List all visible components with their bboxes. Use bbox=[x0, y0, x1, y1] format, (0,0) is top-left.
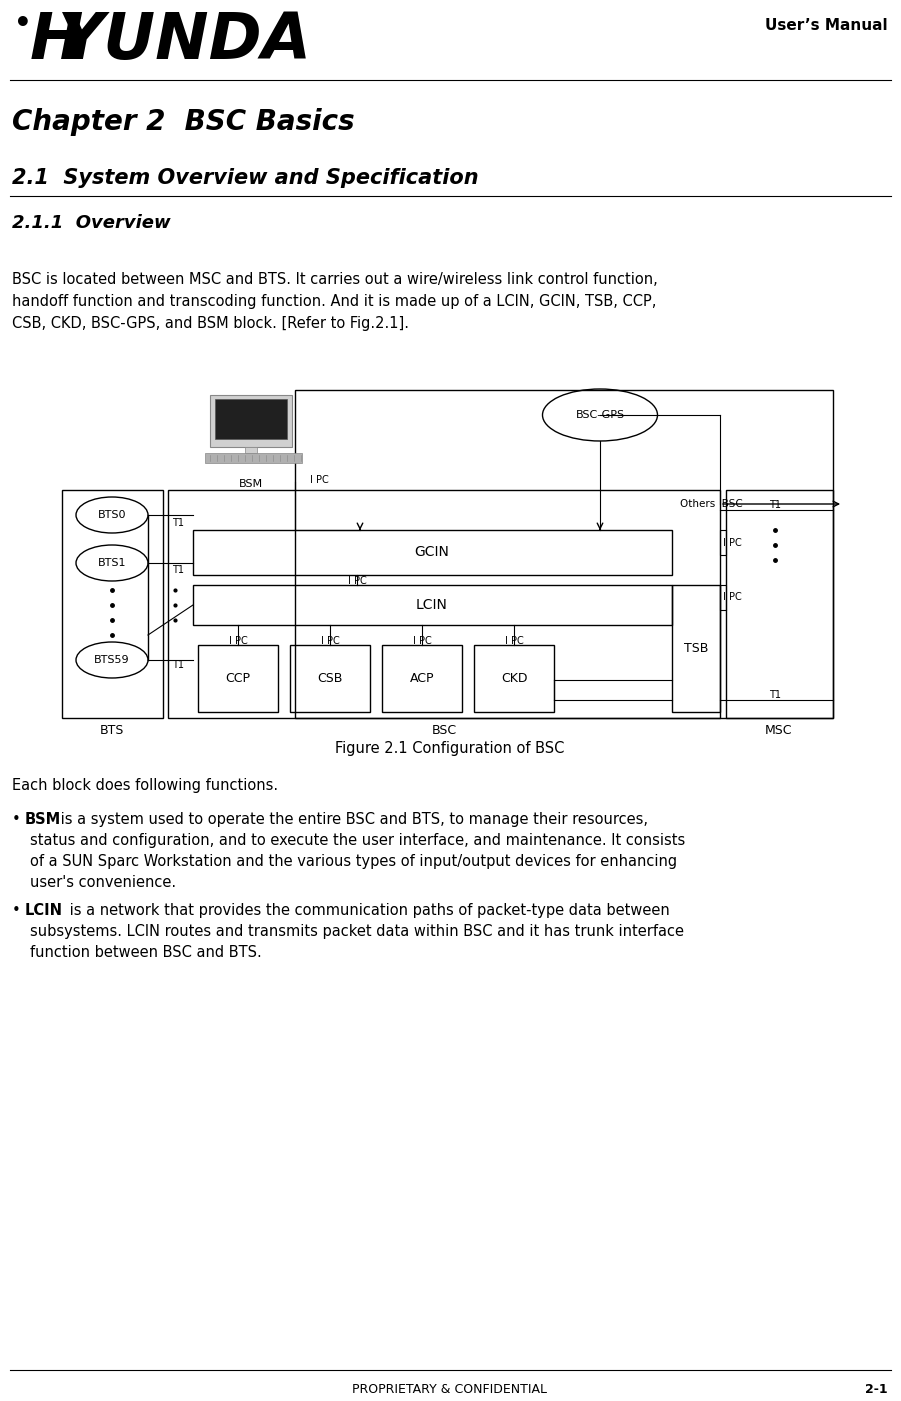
Bar bbox=[168, 490, 720, 717]
Text: 2.1  System Overview and Specification: 2.1 System Overview and Specification bbox=[12, 168, 478, 188]
Text: BSC-GPS: BSC-GPS bbox=[576, 410, 624, 420]
Bar bbox=[198, 644, 278, 712]
Text: I PC: I PC bbox=[723, 593, 742, 602]
Bar bbox=[215, 399, 287, 439]
Bar bbox=[62, 490, 163, 717]
Text: CKD: CKD bbox=[501, 671, 527, 685]
Text: YUNDA: YUNDA bbox=[58, 10, 312, 71]
Text: I PC: I PC bbox=[505, 636, 523, 646]
Bar bbox=[672, 586, 720, 712]
Text: I PC: I PC bbox=[413, 636, 432, 646]
Text: MSC: MSC bbox=[765, 723, 793, 737]
Text: PROPRIETARY & CONFIDENTIAL: PROPRIETARY & CONFIDENTIAL bbox=[352, 1383, 548, 1395]
Bar bbox=[193, 530, 672, 574]
Text: Others  BSC: Others BSC bbox=[680, 499, 742, 509]
Text: BTS59: BTS59 bbox=[95, 656, 130, 665]
Text: 2-1: 2-1 bbox=[865, 1383, 888, 1395]
Text: BTS0: BTS0 bbox=[97, 510, 126, 520]
Text: handoff function and transcoding function. And it is made up of a LCIN, GCIN, TS: handoff function and transcoding functio… bbox=[12, 294, 656, 310]
Text: LCIN: LCIN bbox=[416, 598, 448, 612]
Text: I PC: I PC bbox=[310, 475, 329, 485]
Text: User’s Manual: User’s Manual bbox=[765, 18, 888, 34]
Text: of a SUN Sparc Workstation and the various types of input/output devices for enh: of a SUN Sparc Workstation and the vario… bbox=[30, 855, 678, 869]
Text: H: H bbox=[30, 10, 84, 71]
Text: I PC: I PC bbox=[229, 636, 248, 646]
Text: Figure 2.1 Configuration of BSC: Figure 2.1 Configuration of BSC bbox=[335, 741, 565, 755]
Bar bbox=[726, 490, 833, 717]
Bar bbox=[720, 586, 726, 609]
Text: Chapter 2  BSC Basics: Chapter 2 BSC Basics bbox=[12, 108, 355, 136]
Text: is a network that provides the communication paths of packet-type data between: is a network that provides the communica… bbox=[65, 904, 669, 918]
Bar bbox=[205, 453, 302, 462]
Text: CSB: CSB bbox=[317, 671, 342, 685]
Text: CCP: CCP bbox=[225, 671, 250, 685]
Text: BTS1: BTS1 bbox=[97, 558, 126, 567]
Text: I PC: I PC bbox=[723, 538, 742, 548]
Bar bbox=[720, 530, 726, 555]
Bar bbox=[210, 395, 292, 447]
Text: T1: T1 bbox=[769, 691, 781, 700]
Bar bbox=[193, 586, 672, 625]
Text: •: • bbox=[12, 904, 21, 918]
Text: BSC is located between MSC and BTS. It carries out a wire/wireless link control : BSC is located between MSC and BTS. It c… bbox=[12, 272, 658, 287]
Text: GCIN: GCIN bbox=[414, 545, 450, 559]
Text: BSM: BSM bbox=[25, 813, 61, 827]
Bar bbox=[290, 644, 370, 712]
Text: ACP: ACP bbox=[410, 671, 434, 685]
Text: I PC: I PC bbox=[321, 636, 340, 646]
Text: function between BSC and BTS.: function between BSC and BTS. bbox=[30, 946, 262, 960]
Text: CSB, CKD, BSC-GPS, and BSM block. [Refer to Fig.2.1].: CSB, CKD, BSC-GPS, and BSM block. [Refer… bbox=[12, 317, 409, 331]
Text: Each block does following functions.: Each block does following functions. bbox=[12, 778, 278, 793]
Text: BSC: BSC bbox=[432, 723, 457, 737]
Bar bbox=[295, 389, 833, 717]
Text: user's convenience.: user's convenience. bbox=[30, 876, 176, 890]
Text: •: • bbox=[12, 813, 21, 827]
Text: BSM: BSM bbox=[239, 479, 263, 489]
Text: BTS: BTS bbox=[100, 723, 124, 737]
Text: T1: T1 bbox=[172, 565, 184, 574]
Text: LCIN: LCIN bbox=[25, 904, 63, 918]
Text: is a system used to operate the entire BSC and BTS, to manage their resources,: is a system used to operate the entire B… bbox=[56, 813, 648, 827]
Bar bbox=[382, 644, 462, 712]
Text: status and configuration, and to execute the user interface, and maintenance. It: status and configuration, and to execute… bbox=[30, 834, 686, 848]
Text: 2.1.1  Overview: 2.1.1 Overview bbox=[12, 214, 170, 233]
Text: •: • bbox=[14, 10, 32, 38]
Bar bbox=[474, 644, 554, 712]
Bar bbox=[245, 447, 257, 453]
Text: TSB: TSB bbox=[684, 642, 708, 654]
Text: T1: T1 bbox=[172, 660, 184, 670]
Text: T1: T1 bbox=[769, 500, 781, 510]
Text: subsystems. LCIN routes and transmits packet data within BSC and it has trunk in: subsystems. LCIN routes and transmits pa… bbox=[30, 925, 684, 939]
Text: T1: T1 bbox=[172, 518, 184, 528]
Text: I PC: I PC bbox=[348, 576, 367, 586]
